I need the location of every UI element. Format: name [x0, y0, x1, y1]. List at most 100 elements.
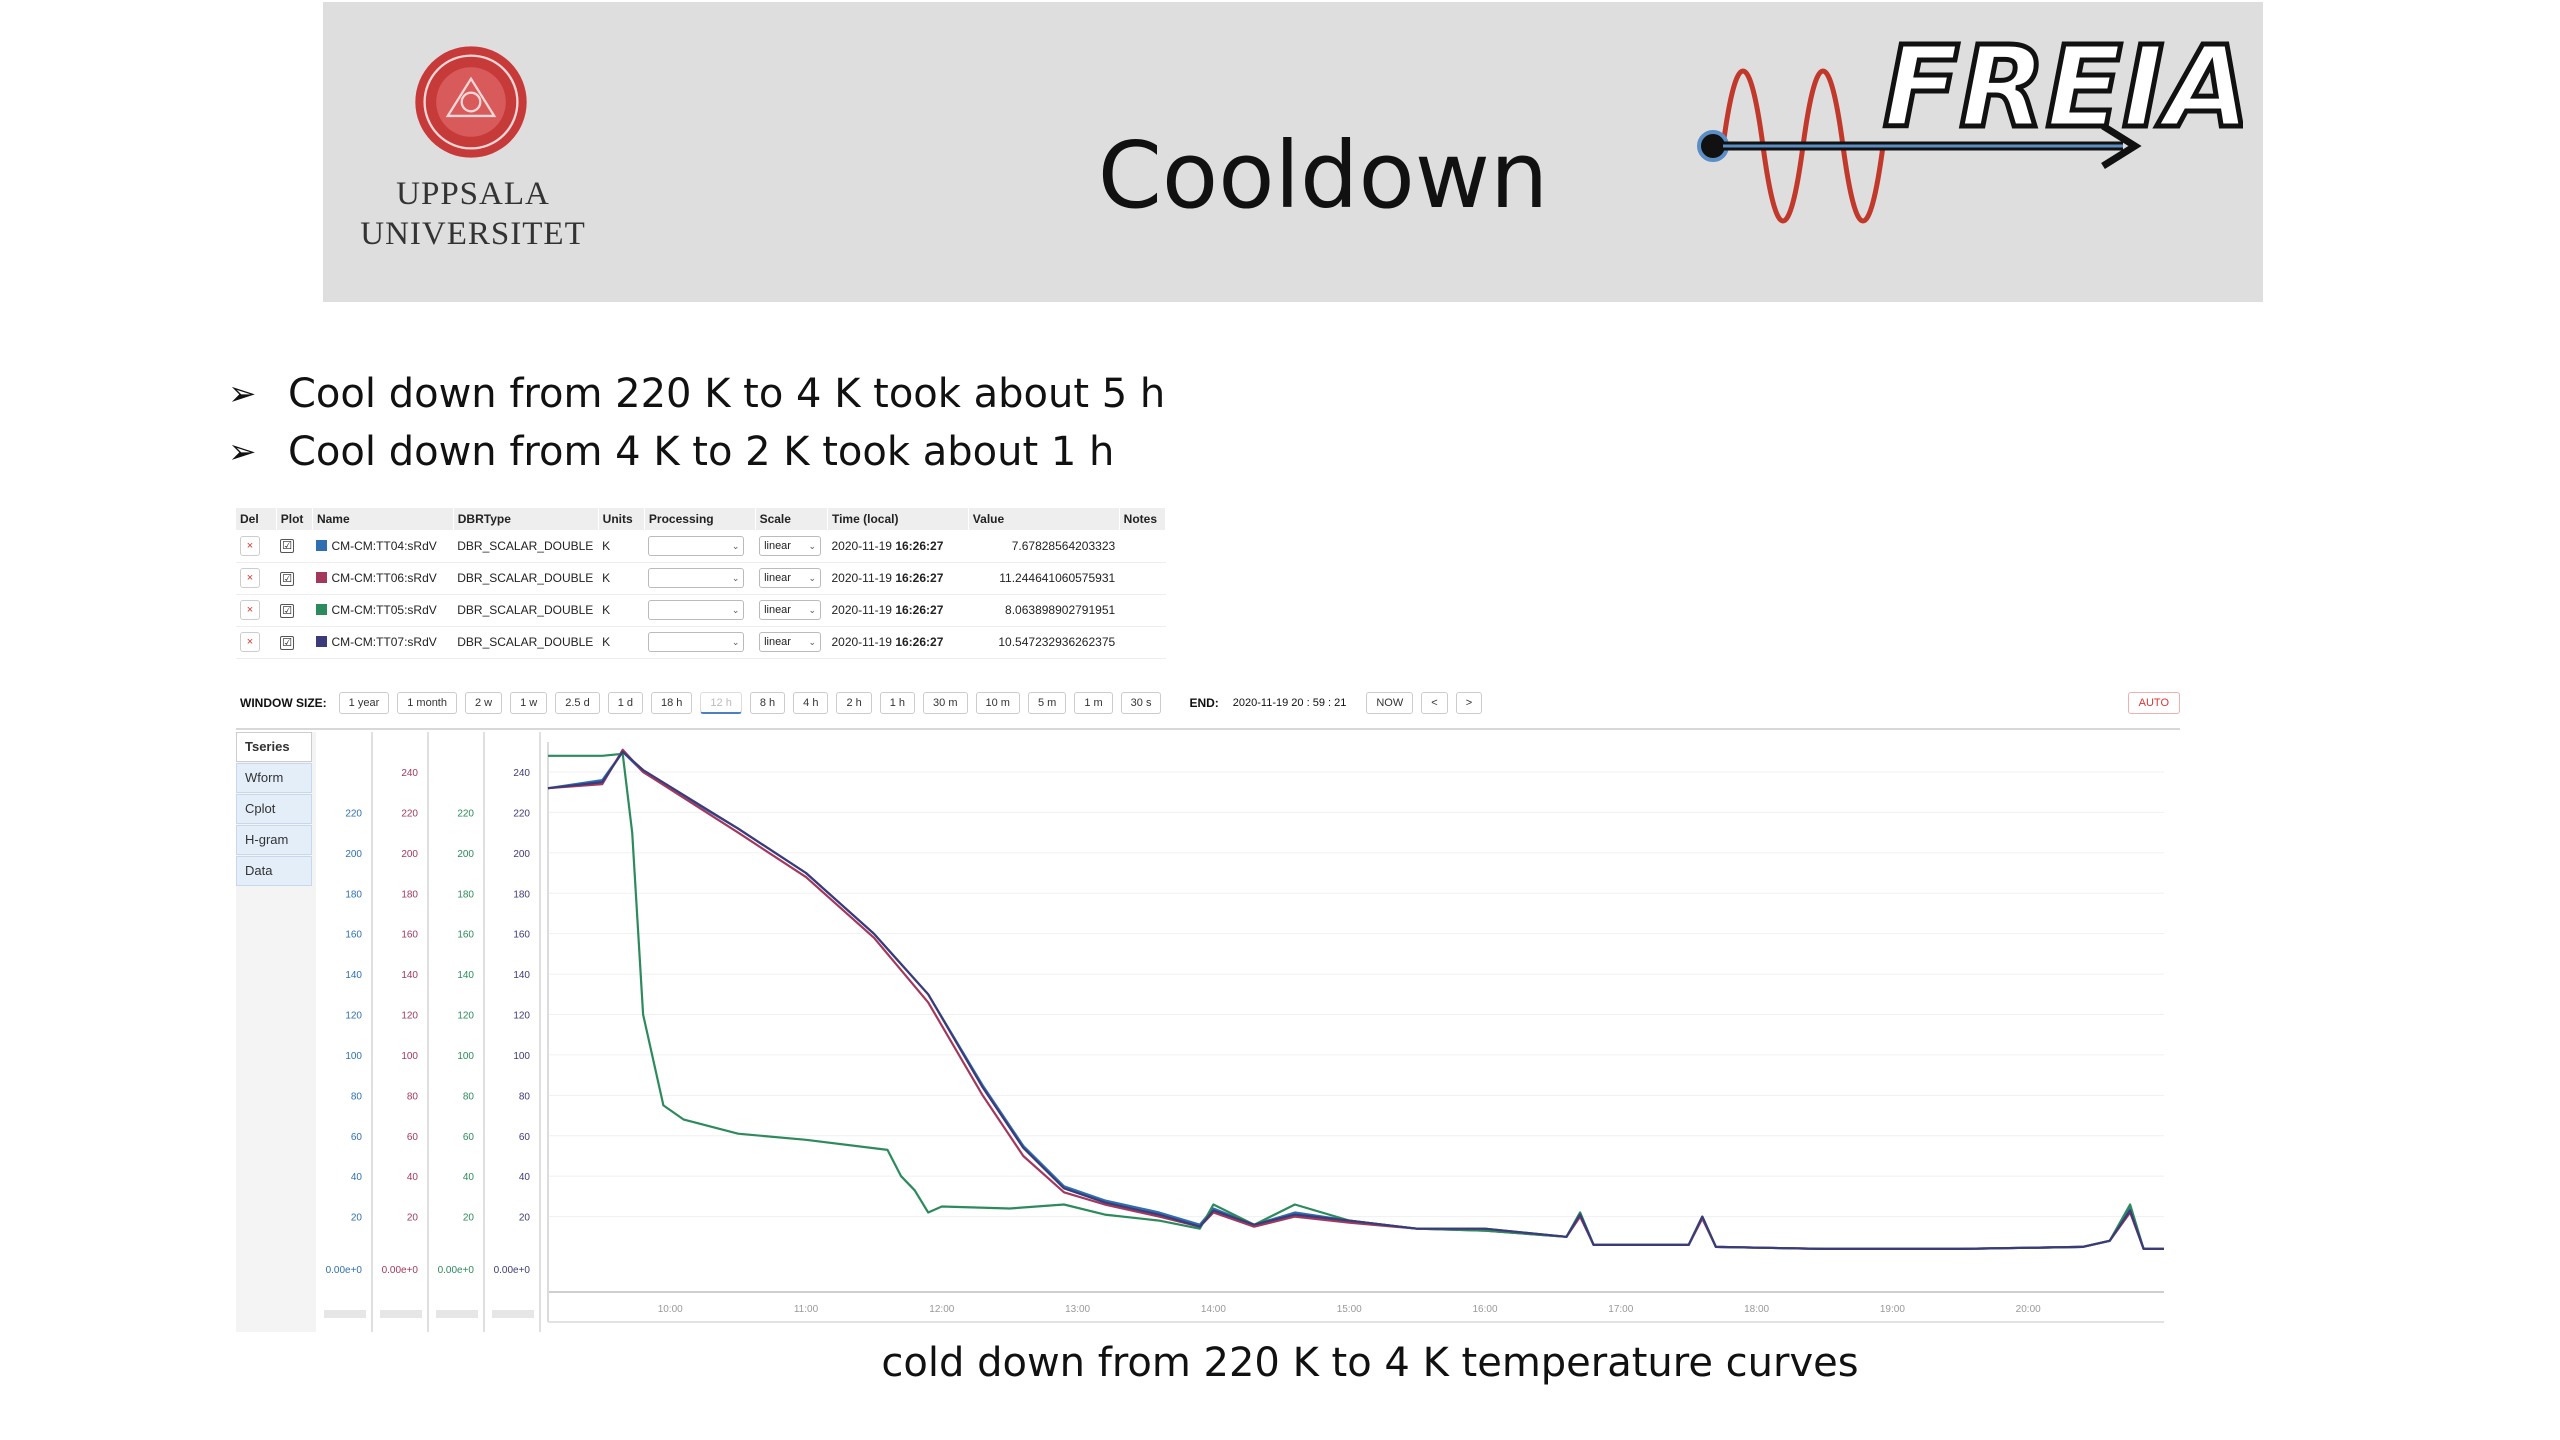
y-tick-label: 120	[457, 1011, 474, 1022]
plot-checkbox[interactable]: ☑	[280, 603, 295, 618]
scale-select[interactable]: linear ⌄	[759, 600, 822, 620]
window-size-button[interactable]: 1 w	[510, 692, 548, 714]
chevron-down-icon: ⌄	[808, 637, 817, 647]
y-tick-label: 200	[401, 849, 418, 860]
y-tick-label: 180	[457, 889, 474, 900]
x-tick-label: 14:00	[1201, 1304, 1226, 1315]
window-size-button[interactable]: 12 h	[700, 692, 742, 714]
tab-wform[interactable]: Wform	[236, 763, 312, 793]
pv-units: K	[598, 626, 645, 659]
pv-notes	[1119, 594, 1166, 627]
x-tick-label: 12:00	[929, 1304, 954, 1315]
processing-select[interactable]: ⌄	[648, 535, 745, 556]
temperature-chart[interactable]: 220 200 180 160 140 120 100 80 60 40 20 0.00e+0 240 2…	[316, 732, 2180, 1332]
window-size-button[interactable]: 4 h	[793, 692, 829, 714]
y-tick-label: 160	[345, 930, 362, 941]
table-row: × ☑ CM-CM:TT07:sRdV DBR_SCALAR_DOUBLE K …	[236, 626, 1166, 659]
prev-window-button[interactable]: <	[1421, 692, 1448, 714]
title-banner: UPPSALA UNIVERSITET Cooldown FREIA	[323, 2, 2263, 302]
x-tick-label: 18:00	[1744, 1304, 1769, 1315]
scale-select[interactable]: linear ⌄	[759, 535, 822, 556]
tab-tseries[interactable]: Tseries	[236, 732, 312, 762]
tab-data[interactable]: Data	[236, 856, 312, 886]
pv-name: CM-CM:TT04:sRdV	[331, 538, 437, 553]
window-size-button[interactable]: 2 h	[836, 692, 872, 714]
bullet-arrow-icon: ➢	[228, 432, 257, 472]
pv-value: 7.67828564203323	[968, 530, 1120, 563]
y-tick-label: 0.00e+0	[382, 1265, 419, 1276]
window-size-button[interactable]: 10 m	[975, 692, 1020, 714]
auto-button[interactable]: AUTO	[2127, 692, 2180, 714]
col-name: Name	[312, 508, 454, 530]
window-size-button[interactable]: 1 month	[397, 692, 457, 714]
processing-select[interactable]: ⌄	[648, 632, 745, 652]
plot-checkbox[interactable]: ☑	[280, 571, 295, 586]
y-tick-label: 0.00e+0	[326, 1265, 363, 1276]
window-size-button[interactable]: 30 m	[923, 692, 968, 714]
y-tick-label: 60	[351, 1132, 363, 1143]
col-time: Time (local)	[827, 508, 969, 530]
pv-notes	[1119, 530, 1166, 563]
pv-notes	[1119, 626, 1166, 659]
window-size-button[interactable]: 2 w	[464, 692, 503, 714]
scale-select[interactable]: linear ⌄	[759, 632, 822, 652]
window-size-button[interactable]: 30 s	[1120, 692, 1162, 714]
y-tick-label: 20	[463, 1213, 475, 1224]
pv-time: 2020-11-19 16:26:27	[827, 530, 969, 563]
y-tick-label: 160	[457, 930, 474, 941]
next-window-button[interactable]: >	[1455, 692, 1483, 714]
delete-pv-button[interactable]: ×	[240, 535, 260, 556]
bullet-list: ➢ Cool down from 220 K to 4 K took about…	[228, 365, 1628, 481]
y-axis-scroll-handle	[380, 1310, 422, 1318]
y-tick-label: 100	[345, 1051, 362, 1062]
plot-checkbox[interactable]: ☑	[280, 635, 295, 650]
col-units: Units	[598, 508, 645, 530]
now-button[interactable]: NOW	[1366, 692, 1414, 714]
tab-hgram[interactable]: H-gram	[236, 825, 312, 855]
end-time-input[interactable]: 2020-11-19 20 : 59 : 21	[1232, 697, 1347, 709]
y-axis-scroll-handle	[436, 1310, 478, 1318]
y-tick-label: 120	[513, 1011, 530, 1022]
window-size-button[interactable]: 1 h	[879, 692, 916, 714]
delete-pv-button[interactable]: ×	[240, 600, 260, 620]
series-color-swatch[interactable]	[316, 604, 328, 615]
table-row: × ☑ CM-CM:TT05:sRdV DBR_SCALAR_DOUBLE K …	[236, 594, 1166, 627]
y-tick-label: 200	[513, 849, 530, 860]
series-color-swatch[interactable]	[316, 636, 328, 647]
table-row: × ☑ CM-CM:TT04:sRdV DBR_SCALAR_DOUBLE K …	[236, 530, 1166, 563]
plot-checkbox[interactable]: ☑	[280, 539, 295, 554]
processing-select[interactable]: ⌄	[648, 600, 745, 620]
x-tick-label: 10:00	[658, 1304, 683, 1315]
scale-select[interactable]: linear ⌄	[759, 568, 822, 588]
window-size-button[interactable]: 5 m	[1027, 692, 1067, 714]
plot-type-tabs: Tseries Wform Cplot H-gram Data	[236, 732, 316, 1332]
y-tick-label: 20	[351, 1213, 363, 1224]
window-size-button[interactable]: 1 d	[607, 692, 643, 714]
window-size-button[interactable]: 2.5 d	[555, 692, 600, 714]
window-size-button[interactable]: 1 m	[1074, 692, 1113, 714]
pv-table: Del Plot Name DBRType Units Processing S…	[236, 508, 1167, 659]
page-title: Cooldown	[1097, 122, 1549, 229]
tab-cplot[interactable]: Cplot	[236, 794, 312, 824]
series-color-swatch[interactable]	[316, 572, 328, 583]
pv-notes	[1119, 562, 1166, 595]
pv-name: CM-CM:TT05:sRdV	[331, 603, 437, 617]
y-tick-label: 220	[513, 808, 530, 819]
delete-pv-button[interactable]: ×	[240, 568, 260, 588]
delete-pv-button[interactable]: ×	[240, 632, 260, 652]
y-tick-label: 220	[345, 808, 362, 819]
window-size-button[interactable]: 1 year	[338, 692, 390, 714]
series-color-swatch[interactable]	[316, 539, 328, 551]
col-notes: Notes	[1119, 508, 1167, 530]
bullet-text: Cool down from 4 K to 2 K took about 1 h	[288, 429, 1115, 475]
bullet-item: ➢ Cool down from 220 K to 4 K took about…	[228, 365, 1628, 423]
window-size-button[interactable]: 18 h	[651, 692, 693, 714]
chevron-down-icon: ⌄	[731, 573, 740, 583]
pv-value: 10.547232936262375	[968, 626, 1120, 659]
processing-select[interactable]: ⌄	[648, 568, 745, 588]
series-line-cm-cm-tt06-srdv	[547, 748, 2164, 1250]
y-tick-label: 180	[513, 889, 530, 900]
y-tick-label: 160	[513, 930, 530, 941]
window-size-button[interactable]: 8 h	[749, 692, 786, 714]
y-tick-label: 220	[457, 808, 474, 819]
